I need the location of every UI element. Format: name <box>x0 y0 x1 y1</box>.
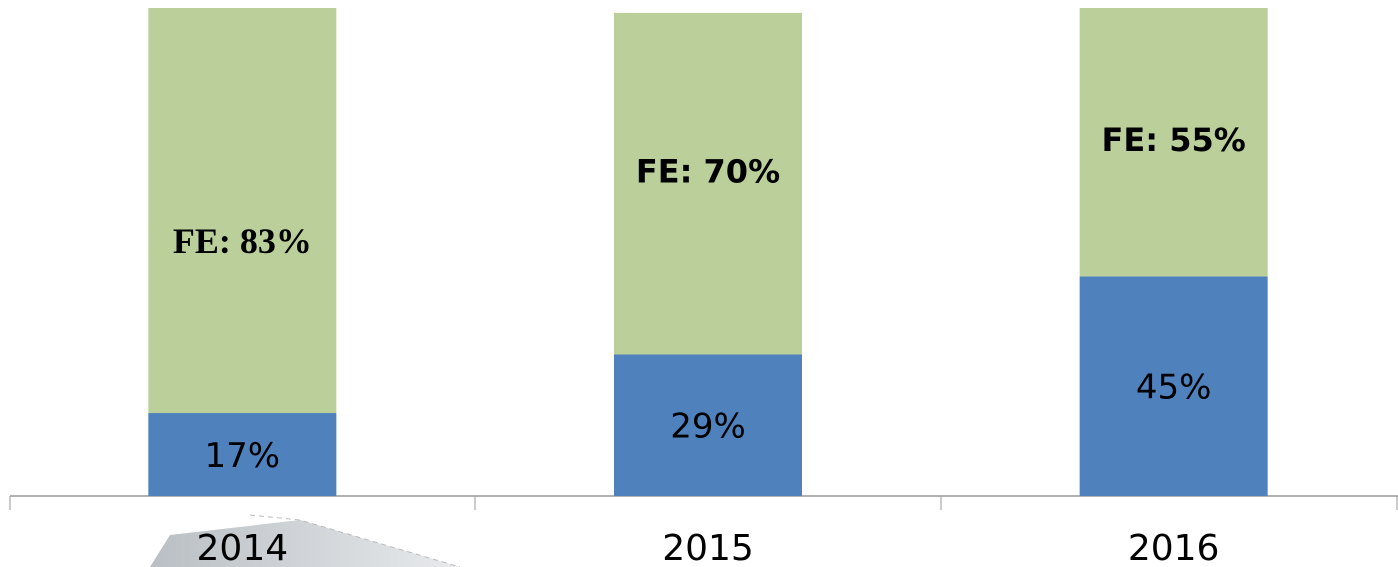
chart: 17% FE: 83% 2014 29% FE: 70% 2015 45% FE: 55% 20… <box>0 0 1398 567</box>
value-label: FE: 55% <box>1102 121 1246 159</box>
x-tick-label: 2014 <box>197 528 289 567</box>
bar-segment <box>148 8 336 413</box>
x-ticks <box>10 496 1397 510</box>
value-label: 29% <box>670 407 746 447</box>
value-label: 45% <box>1136 368 1212 408</box>
value-label: FE: 83% <box>173 221 312 261</box>
value-label: 17% <box>205 436 281 476</box>
x-tick-label: 2016 <box>1128 528 1220 567</box>
x-tick-label: 2015 <box>662 528 754 567</box>
value-label: FE: 70% <box>636 152 780 190</box>
